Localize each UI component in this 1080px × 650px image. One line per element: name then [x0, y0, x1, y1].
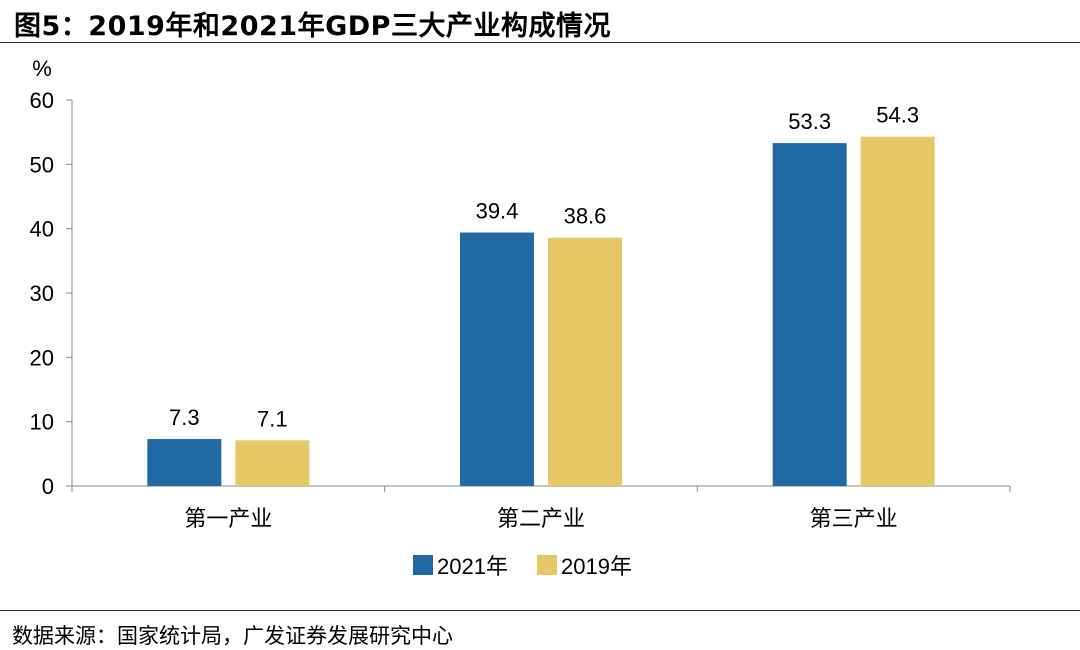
- legend-swatch: [537, 555, 557, 575]
- bar-chart: % 0 10 20 30 40 50 60 第一产业 7.3 7.1 第二产业 39.4 38.6 第三产业…: [30, 56, 1011, 579]
- source-note: 数据来源：国家统计局，广发证券发展研究中心: [12, 624, 453, 648]
- title-divider: [0, 42, 1080, 43]
- y-tick-label: 20: [30, 345, 54, 370]
- bar: [235, 440, 310, 486]
- bar: [460, 232, 534, 486]
- data-label: 38.6: [564, 204, 607, 229]
- x-category-label: 第二产业: [497, 507, 585, 532]
- x-category-label: 第三产业: [810, 507, 898, 532]
- y-axis-unit-label: %: [32, 56, 52, 81]
- data-label: 7.1: [257, 406, 288, 431]
- y-tick-label: 10: [30, 410, 54, 435]
- data-label: 54.3: [876, 103, 919, 128]
- legend-label: 2021年: [437, 554, 508, 579]
- x-category-label: 第一产业: [184, 507, 272, 532]
- data-label: 39.4: [476, 199, 519, 224]
- y-tick-label: 30: [30, 281, 54, 306]
- source-divider: [0, 610, 1080, 611]
- y-tick-label: 40: [30, 217, 54, 242]
- data-label: 53.3: [788, 109, 831, 134]
- bar: [860, 136, 935, 487]
- legend-swatch: [413, 555, 433, 575]
- y-tick-label: 0: [42, 474, 54, 499]
- y-tick-label: 50: [30, 152, 54, 177]
- legend-label: 2019年: [561, 554, 632, 579]
- bar: [548, 237, 622, 486]
- y-tick-label: 60: [30, 88, 54, 113]
- chart-title: 图5：2019年和2021年GDP三大产业构成情况: [14, 11, 611, 42]
- bar: [147, 439, 222, 486]
- bar: [772, 143, 847, 486]
- data-label: 7.3: [169, 405, 200, 430]
